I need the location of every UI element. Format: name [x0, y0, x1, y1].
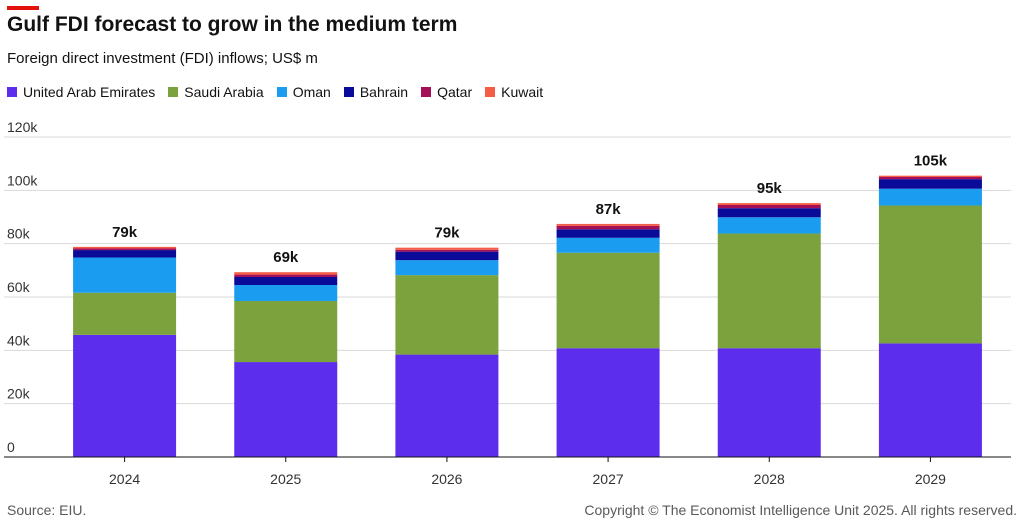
bar-segment-bahrain-2025 [234, 277, 338, 285]
bar-segment-saudi-arabia-2024 [73, 292, 177, 335]
bar-segment-saudi-arabia-2029 [878, 205, 982, 344]
bar-segment-oman-2027 [556, 237, 660, 253]
chart-subtitle: Foreign direct investment (FDI) inflows;… [7, 50, 318, 67]
legend-label-uae: United Arab Emirates [23, 84, 156, 100]
bar-segment-bahrain-2028 [717, 208, 821, 218]
total-label-2025: 69k [273, 249, 299, 266]
bar-segment-united-arab-emirates-2026 [395, 354, 499, 457]
source-note: Source: EIU. [7, 502, 87, 518]
x-tick-label-2029: 2029 [915, 471, 946, 487]
y-tick-label: 20k [7, 386, 31, 402]
bar-segment-oman-2025 [234, 285, 338, 301]
bar-segment-united-arab-emirates-2024 [73, 334, 177, 457]
legend-label-qatar: Qatar [437, 84, 473, 100]
bar-segment-qatar-2025 [234, 274, 338, 277]
y-tick-label: 60k [7, 279, 31, 295]
total-label-2029: 105k [914, 153, 948, 170]
bar-segment-kuwait-2028 [717, 203, 821, 205]
legend-label-saudi-arabia: Saudi Arabia [184, 84, 264, 100]
total-label-2024: 79k [112, 224, 138, 241]
bar-segment-oman-2024 [73, 257, 177, 293]
legend-label-oman: Oman [292, 84, 331, 100]
y-tick-label: 120k [7, 119, 38, 135]
x-tick-label-2027: 2027 [593, 471, 624, 487]
legend-swatch-qatar [421, 87, 432, 97]
chart-title: Gulf FDI forecast to grow in the medium … [7, 13, 458, 36]
legend-item-saudi-arabia: Saudi Arabia [168, 84, 264, 100]
x-tick-label-2025: 2025 [270, 471, 301, 487]
legend-item-oman: Oman [276, 84, 331, 100]
bar-segment-kuwait-2029 [878, 175, 982, 177]
legend-item-kuwait: Kuwait [485, 84, 543, 100]
bar-segment-qatar-2026 [395, 249, 499, 252]
bar-segment-oman-2026 [395, 260, 499, 276]
legend-swatch-bahrain [343, 87, 354, 97]
x-tick-label-2024: 2024 [109, 471, 140, 487]
bar-segment-saudi-arabia-2026 [395, 275, 499, 355]
bar-segment-united-arab-emirates-2027 [556, 348, 660, 457]
bar-segment-saudi-arabia-2025 [234, 301, 338, 363]
total-label-2026: 79k [434, 225, 460, 242]
legend-item-uae: United Arab Emirates [7, 84, 155, 100]
total-label-2028: 95k [757, 180, 783, 197]
bar-segment-united-arab-emirates-2029 [878, 343, 982, 457]
bar-segment-bahrain-2026 [395, 251, 499, 261]
x-tick-label-2026: 2026 [431, 471, 462, 487]
y-tick-label: 80k [7, 226, 31, 242]
bar-segment-qatar-2027 [556, 225, 660, 230]
legend-label-bahrain: Bahrain [359, 84, 409, 100]
bar-segment-kuwait-2024 [73, 246, 177, 249]
legend-swatch-saudi-arabia [168, 87, 179, 97]
bar-segment-united-arab-emirates-2028 [717, 348, 821, 457]
legend-item-qatar: Qatar [421, 84, 472, 100]
bar-segment-bahrain-2029 [878, 179, 982, 189]
bar-segment-united-arab-emirates-2025 [234, 362, 338, 457]
bar-segment-qatar-2029 [878, 177, 982, 180]
accent-bar [7, 6, 39, 10]
legend-label-kuwait: Kuwait [501, 84, 544, 100]
bar-segment-kuwait-2026 [395, 247, 499, 250]
copyright-note: Copyright © The Economist Intelligence U… [584, 502, 1017, 518]
bar-segment-qatar-2024 [73, 248, 177, 251]
bar-segment-kuwait-2027 [556, 223, 660, 226]
legend-swatch-uae [7, 87, 17, 97]
bar-segment-saudi-arabia-2027 [556, 252, 660, 349]
bar-segment-qatar-2028 [717, 205, 821, 209]
bar-segment-bahrain-2024 [73, 250, 177, 258]
legend-item-bahrain: Bahrain [343, 84, 409, 100]
legend-swatch-kuwait [485, 87, 496, 97]
y-tick-label: 40k [7, 332, 31, 348]
bar-segment-saudi-arabia-2028 [717, 233, 821, 349]
bar-segment-oman-2028 [717, 217, 821, 234]
bar-segment-bahrain-2027 [556, 229, 660, 238]
y-tick-label: 0 [7, 439, 15, 455]
y-tick-label: 100k [7, 172, 38, 188]
bar-segment-oman-2029 [878, 188, 982, 206]
bar-segment-kuwait-2025 [234, 272, 338, 275]
total-label-2027: 87k [596, 201, 622, 218]
legend-swatch-oman [276, 87, 287, 97]
x-tick-label-2028: 2028 [754, 471, 785, 487]
legend: United Arab Emirates Saudi Arabia Oman B… [7, 84, 556, 100]
